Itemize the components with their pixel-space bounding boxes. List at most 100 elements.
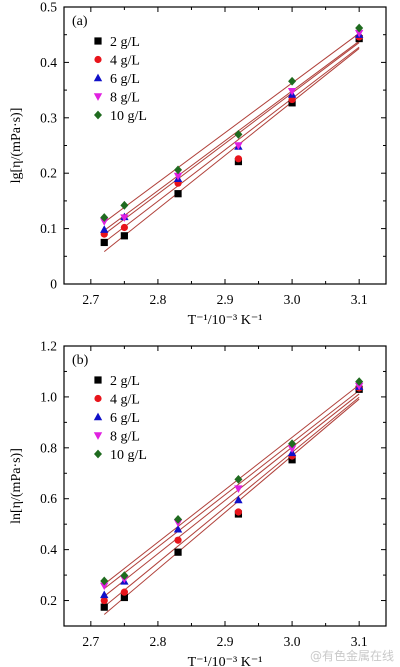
chart-panel-a: 2.7 2.8 2.9 3.0 3.1 0 0.1 0.2 0.3 0.4 0.5 T⁻¹/10⁻³ … — [9, 0, 387, 328]
data-point — [120, 593, 128, 602]
legend-label: 6 g/L — [110, 72, 140, 87]
data-point — [100, 582, 109, 591]
data-point — [173, 524, 183, 533]
legend-label: 2 g/L — [110, 35, 140, 50]
data-point — [234, 130, 243, 139]
fit-line — [103, 398, 360, 615]
panel-label: (a) — [72, 14, 88, 29]
data-point — [100, 576, 109, 586]
fit-line — [103, 46, 360, 243]
data-point — [120, 571, 129, 580]
y-tick-label: 0.8 — [40, 440, 57, 455]
legend-label: 8 g/L — [110, 430, 140, 445]
data-point — [355, 23, 364, 33]
data-point — [234, 474, 243, 484]
data-point — [120, 223, 128, 232]
legend-label: 4 g/L — [110, 393, 140, 408]
data-point — [287, 445, 297, 453]
data-point — [120, 588, 128, 596]
fit-line — [103, 396, 360, 607]
legend-marker — [94, 37, 102, 45]
x-axis-title: T⁻¹/10⁻³ K⁻¹ — [188, 313, 263, 328]
y-axis-title: lg[η/(mPa·s)] — [9, 108, 24, 184]
y-tick-label: 1.2 — [40, 339, 57, 354]
data-point — [100, 238, 108, 247]
data-point — [100, 218, 109, 226]
x-tick-label: 3.0 — [284, 292, 301, 307]
data-point — [287, 88, 297, 96]
data-point — [174, 190, 182, 198]
legend-label: 6 g/L — [110, 411, 140, 426]
x-axis-title: T⁻¹/10⁻³ K⁻¹ — [188, 655, 263, 667]
legend-label: 10 g/L — [110, 109, 147, 124]
data-point — [100, 596, 108, 605]
data-point — [100, 225, 109, 233]
legend-label: 2 g/L — [110, 374, 140, 389]
legend-marker — [94, 110, 102, 120]
legend-marker — [93, 93, 103, 101]
fit-line — [103, 390, 360, 590]
x-tick-label: 2.9 — [217, 292, 234, 307]
y-axis-title: ln[η/(mPa·s)] — [9, 448, 24, 524]
x-tick-label: 2.7 — [82, 292, 99, 307]
panel-label: (b) — [72, 353, 89, 368]
data-point — [120, 214, 129, 222]
watermark-text: @有色金属在线 — [309, 649, 394, 663]
data-point — [288, 456, 296, 464]
legend-marker — [94, 449, 102, 459]
data-point — [354, 29, 364, 38]
data-point — [288, 76, 297, 86]
data-point — [234, 495, 243, 504]
data-point — [173, 172, 183, 181]
y-tick-label: 0.1 — [40, 221, 57, 236]
y-tick-label: 0.4 — [40, 55, 57, 70]
y-tick-label: 1.0 — [40, 389, 57, 404]
x-tick-label: 2.7 — [82, 634, 99, 649]
data-point — [234, 155, 243, 163]
data-point — [100, 590, 109, 599]
data-point — [234, 485, 243, 493]
y-tick-label: 0.2 — [40, 166, 57, 181]
data-point — [100, 603, 108, 611]
x-tick-label: 3.1 — [351, 634, 368, 649]
chart-panel-b: 2.7 2.8 2.9 3.0 3.1 0.2 0.4 0.6 0.8 1.0 1.2 T⁻¹/10⁻… — [9, 339, 387, 667]
legend-marker — [93, 73, 103, 82]
data-point — [174, 548, 182, 556]
data-point — [288, 439, 297, 449]
legend-marker — [93, 412, 103, 421]
legend-marker — [94, 394, 102, 403]
y-tick-label: 0.6 — [40, 491, 57, 506]
x-tick-label: 2.9 — [217, 634, 234, 649]
fit-line — [103, 32, 360, 223]
legend-label: 8 g/L — [110, 91, 140, 106]
data-point — [120, 200, 129, 210]
data-point — [234, 142, 243, 150]
fit-line — [103, 384, 360, 585]
x-tick-label: 3.0 — [284, 634, 301, 649]
legend-marker — [94, 55, 102, 64]
x-tick-label: 2.8 — [149, 292, 166, 307]
legend-marker — [93, 432, 103, 440]
data-point — [174, 536, 182, 544]
x-tick-label: 3.1 — [351, 292, 368, 307]
data-point — [174, 514, 183, 524]
y-tick-label: 0.2 — [40, 593, 57, 608]
x-tick-label: 2.8 — [149, 634, 166, 649]
data-point — [174, 165, 183, 175]
data-point — [100, 213, 109, 222]
legend-label: 10 g/L — [110, 448, 147, 463]
y-tick-label: 0.3 — [40, 110, 57, 125]
legend-label: 4 g/L — [110, 54, 140, 69]
fit-line — [103, 40, 360, 231]
legend-marker — [94, 376, 102, 384]
fit-line — [103, 393, 360, 597]
data-point — [234, 508, 243, 516]
data-point — [354, 382, 364, 391]
y-tick-label: 0.4 — [40, 542, 57, 557]
data-point — [120, 232, 128, 240]
fit-line — [103, 42, 360, 235]
fit-line — [103, 48, 360, 252]
data-point — [355, 377, 364, 387]
y-tick-label: 0 — [50, 277, 57, 292]
